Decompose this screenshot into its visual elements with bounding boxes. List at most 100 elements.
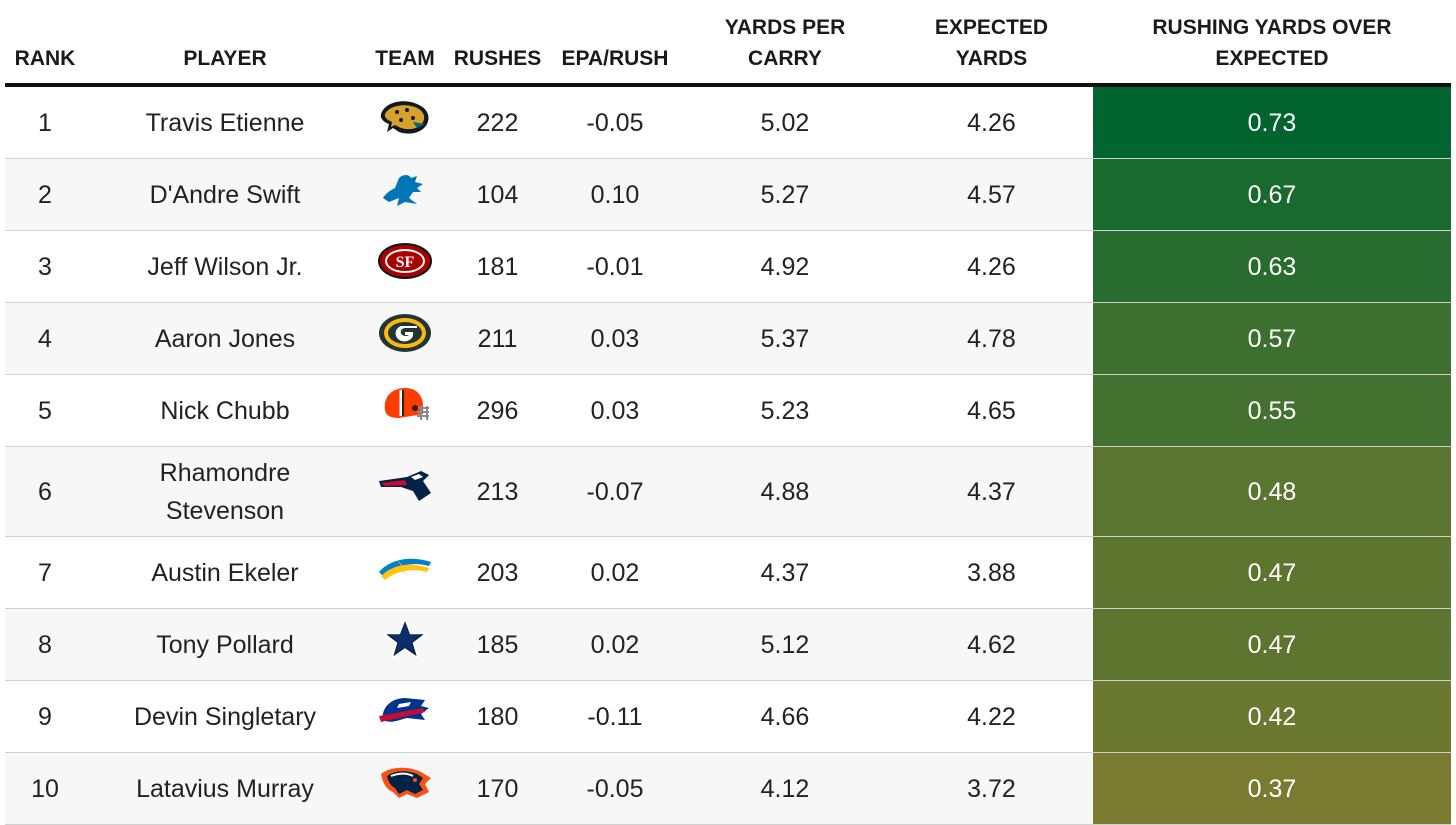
epa-cell-value: 0.02 [590, 630, 640, 659]
ypc-cell-value: 5.27 [760, 180, 810, 209]
rank-cell: 8 [5, 609, 85, 680]
table-row: 7 Austin Ekeler 203 0.02 4.37 3.88 0.47 [5, 537, 1451, 609]
ypc-cell: 4.66 [680, 681, 890, 752]
player-cell: Rhamondre Stevenson [85, 447, 365, 536]
epa-cell: -0.07 [550, 447, 680, 536]
player-cell: Jeff Wilson Jr. [85, 231, 365, 302]
ypc-cell: 4.88 [680, 447, 890, 536]
header-ryoe-line-1: RUSHING YARDS OVER [1152, 16, 1392, 39]
player-name-line: Rhamondre [159, 458, 291, 487]
rushes-cell: 180 [445, 681, 550, 752]
epa-cell-value: 0.03 [590, 324, 640, 353]
ryoe-cell: 0.73 [1093, 87, 1451, 158]
rushes-cell-value: 222 [476, 108, 519, 137]
rank-cell-value: 10 [31, 774, 59, 803]
table-row: 3 Jeff Wilson Jr. SF 181 -0.01 4.92 4.26 0.63 [5, 231, 1451, 303]
ypc-cell-value: 5.23 [760, 396, 810, 425]
header-team-label: TEAM [375, 47, 435, 70]
player-cell: Nick Chubb [85, 375, 365, 446]
rushes-cell-value: 104 [476, 180, 519, 209]
rushes-cell-value: 185 [476, 630, 519, 659]
ypc-cell-value: 4.12 [760, 774, 810, 803]
rank-cell: 5 [5, 375, 85, 446]
ypc-cell: 5.27 [680, 159, 890, 230]
epa-cell: 0.02 [550, 609, 680, 680]
epa-cell: -0.05 [550, 753, 680, 824]
epa-cell: -0.01 [550, 231, 680, 302]
ryoe-cell-value: 0.37 [1247, 774, 1297, 803]
ypc-cell-value: 5.02 [760, 108, 810, 137]
ryoe-cell-value: 0.57 [1247, 324, 1297, 353]
epa-cell-value: -0.05 [586, 108, 644, 137]
ryoe-cell-value: 0.47 [1247, 558, 1297, 587]
player-cell: D'Andre Swift [85, 159, 365, 230]
team-cell [365, 375, 445, 446]
expected-cell: 4.78 [890, 303, 1093, 374]
player-cell-value: Devin Singletary [133, 702, 317, 731]
ryoe-cell: 0.37 [1093, 753, 1451, 824]
expected-cell: 4.22 [890, 681, 1093, 752]
rank-cell: 6 [5, 447, 85, 536]
bills-logo-icon [377, 690, 433, 743]
ryoe-cell: 0.48 [1093, 447, 1451, 536]
ypc-cell: 5.37 [680, 303, 890, 374]
header-ypc-line-2: CARRY [748, 47, 822, 70]
epa-cell: 0.03 [550, 303, 680, 374]
ypc-cell: 4.37 [680, 537, 890, 608]
player-cell-value: Austin Ekeler [151, 558, 299, 587]
expected-cell: 3.72 [890, 753, 1093, 824]
epa-cell: 0.03 [550, 375, 680, 446]
packers-logo-icon [377, 312, 433, 365]
rushes-cell: 181 [445, 231, 550, 302]
epa-cell: 0.02 [550, 537, 680, 608]
header-ypc: YARDS PER CARRY [680, 0, 890, 84]
player-cell-value: D'Andre Swift [149, 180, 301, 209]
epa-cell-value: 0.10 [590, 180, 640, 209]
header-exp-line-2: YARDS [955, 47, 1028, 70]
table-row: 9 Devin Singletary 180 -0.11 4.66 4.22 0.42 [5, 681, 1451, 753]
rank-cell-value: 3 [38, 252, 52, 281]
expected-cell: 3.88 [890, 537, 1093, 608]
expected-cell-value: 4.57 [967, 180, 1016, 209]
player-cell-value: Latavius Murray [136, 774, 314, 803]
player-cell: Devin Singletary [85, 681, 365, 752]
expected-cell: 4.26 [890, 87, 1093, 158]
player-name-line: Stevenson [165, 496, 285, 525]
rushes-cell: 211 [445, 303, 550, 374]
lions-logo-icon [377, 168, 433, 221]
header-rank-label: RANK [14, 47, 76, 70]
header-exp-line-1: EXPECTED [934, 16, 1049, 39]
ypc-cell: 5.23 [680, 375, 890, 446]
ryoe-cell-value: 0.42 [1247, 702, 1297, 731]
player-cell: Austin Ekeler [85, 537, 365, 608]
rank-cell-value: 6 [38, 477, 52, 506]
team-cell [365, 447, 445, 536]
broncos-logo-icon [377, 762, 433, 815]
rushes-cell: 185 [445, 609, 550, 680]
ypc-cell: 5.02 [680, 87, 890, 158]
ryoe-cell: 0.63 [1093, 231, 1451, 302]
ryoe-cell-value: 0.47 [1247, 630, 1297, 659]
ypc-cell-value: 4.88 [760, 477, 810, 506]
rank-cell-value: 4 [38, 324, 52, 353]
ryoe-cell-value: 0.67 [1247, 180, 1297, 209]
rushes-cell: 222 [445, 87, 550, 158]
rushes-cell-value: 203 [476, 558, 519, 587]
chargers-logo-icon [377, 546, 433, 599]
header-rushes: RUSHES [445, 0, 550, 84]
header-ypc-line-1: YARDS PER [724, 16, 846, 39]
team-cell [365, 303, 445, 374]
expected-cell-value: 4.62 [967, 630, 1016, 659]
epa-cell: 0.10 [550, 159, 680, 230]
rank-cell-value: 5 [38, 396, 52, 425]
team-cell [365, 609, 445, 680]
ypc-cell: 4.92 [680, 231, 890, 302]
patriots-logo-icon [377, 465, 433, 518]
expected-cell-value: 4.26 [967, 252, 1016, 281]
rushes-cell-value: 213 [476, 477, 519, 506]
ypc-cell: 5.12 [680, 609, 890, 680]
expected-cell: 4.37 [890, 447, 1093, 536]
ypc-cell-value: 4.37 [760, 558, 810, 587]
rank-cell: 9 [5, 681, 85, 752]
epa-cell-value: -0.05 [586, 774, 644, 803]
